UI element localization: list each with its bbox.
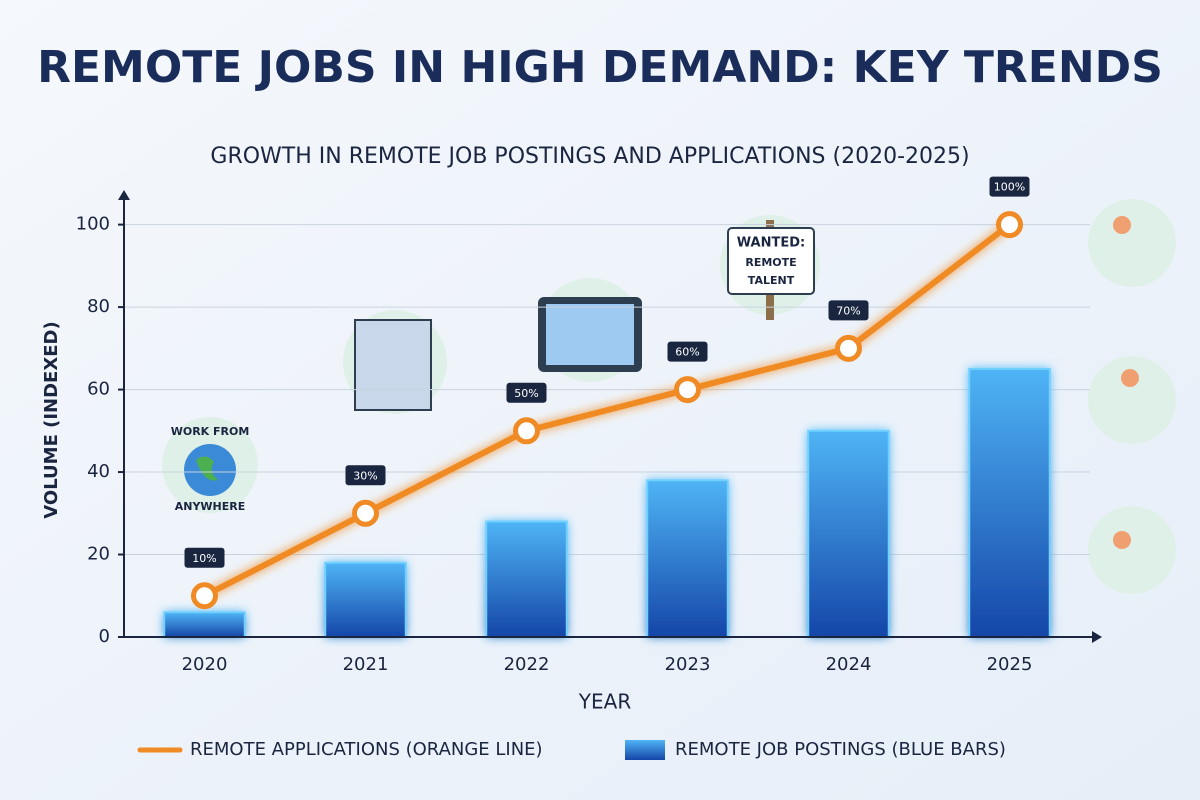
value-label: 10% [192,552,216,565]
illustrations: WORK FROM ANYWHERE WANTED: REMOTE TALENT [162,199,1176,594]
sign [727,227,815,295]
legend: REMOTE APPLICATIONS (ORANGE LINE) REMOTE… [137,739,1006,760]
value-label-box [828,300,869,321]
person [1113,216,1131,234]
annotation: TALENT [748,274,795,287]
legend-label: REMOTE APPLICATIONS (ORANGE LINE) [190,739,543,760]
x-tick-label: 2021 [343,654,389,675]
y-axis-label: VOLUME (INDEXED) [41,321,62,518]
y-axis-arrow [118,190,130,200]
y-tick-label: 80 [87,296,110,317]
x-tick-label: 2023 [665,654,711,675]
balcony [354,319,432,411]
value-label-box [184,547,225,568]
bar [485,520,568,638]
worker-badge [1088,199,1176,287]
cafe-badge [1088,356,1176,444]
x-tick-label: 2020 [182,654,228,675]
bar [646,479,729,638]
value-label: 50% [514,387,538,400]
chart-title: REMOTE JOBS IN HIGH DEMAND: KEY TRENDS [37,42,1163,93]
chart-subtitle: GROWTH IN REMOTE JOB POSTINGS AND APPLIC… [210,144,969,169]
value-label: 30% [353,469,377,482]
value-label-box [667,341,708,362]
x-axis-label: YEAR [578,690,632,714]
point [674,376,701,404]
y-tick-label: 20 [87,544,110,565]
point [996,211,1023,239]
y-tick-label: 0 [99,626,110,647]
bar [324,561,407,638]
legend-swatch [625,740,665,760]
value-label-box [989,176,1030,197]
bar [968,367,1051,638]
point [352,499,379,527]
bar [163,611,246,638]
value-label-box [345,465,386,486]
value-label-box [506,382,547,403]
y-tick-label: 40 [87,461,110,482]
legend-label: REMOTE JOB POSTINGS (BLUE BARS) [675,739,1006,760]
person [1113,531,1131,549]
annotation: REMOTE [745,256,796,269]
point [191,582,218,610]
bar [807,429,890,638]
point [835,334,862,362]
value-label: 70% [836,304,860,317]
x-tick-label: 2025 [987,654,1033,675]
value-label: 100% [994,181,1025,194]
y-tick-label: 60 [87,379,110,400]
x-axis-arrow [1092,631,1102,643]
plot: 0 20 40 60 80 100 2020 2021 2022 2023 2024 2025 10% 3… [76,176,1090,675]
globe-land [196,456,218,481]
park-badge [1088,506,1176,594]
annotation: ANYWHERE [175,500,246,513]
tablet-screen [546,304,634,365]
value-label: 60% [675,346,699,359]
annotation: WORK FROM [171,425,250,438]
point [513,417,540,445]
y-tick-label: 100 [76,214,110,235]
x-tick-label: 2022 [504,654,550,675]
annotation: WANTED: [737,236,805,251]
person [1121,369,1139,387]
line [203,222,1012,599]
x-tick-label: 2024 [826,654,872,675]
